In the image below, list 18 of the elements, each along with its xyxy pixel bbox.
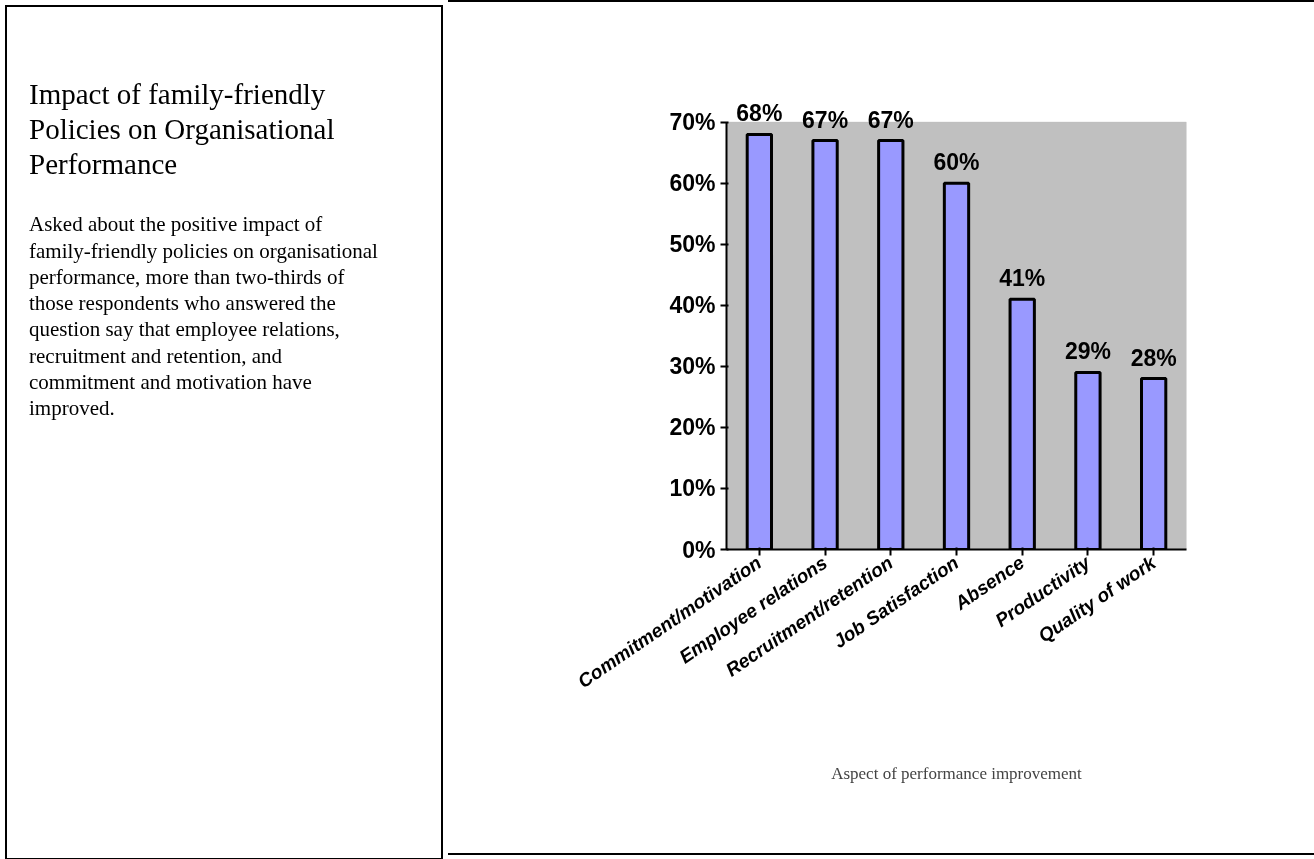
x-axis-title: Aspect of performance improvement xyxy=(831,763,1083,783)
y-tick-label: 40% xyxy=(669,292,716,319)
y-tick-label: 10% xyxy=(669,475,716,502)
data-label: 29% xyxy=(1064,338,1111,365)
y-tick-label: 20% xyxy=(669,414,716,441)
y-tick-label: 0% xyxy=(682,536,716,563)
text: Asked about the positive impact of family-friendly policies on organisational performance, more than two-thirds of those respondents who answered the question say that employee relations, recruitment and retention, and commitment and motivation have improved. xyxy=(29,211,379,422)
data-label: 28% xyxy=(1130,344,1177,371)
y-tick-label: 50% xyxy=(669,231,716,258)
data-label: 67% xyxy=(867,106,914,133)
y-tick-label: 60% xyxy=(669,170,716,197)
text: Impact of family-friendly Policies on Organisational Performance xyxy=(29,77,336,182)
y-tick-label: 30% xyxy=(669,353,716,380)
data-label: 41% xyxy=(999,265,1046,292)
data-label: 68% xyxy=(736,100,783,127)
y-tick-label: 70% xyxy=(669,109,716,136)
data-label: 67% xyxy=(802,106,849,133)
data-label: 60% xyxy=(933,149,980,176)
